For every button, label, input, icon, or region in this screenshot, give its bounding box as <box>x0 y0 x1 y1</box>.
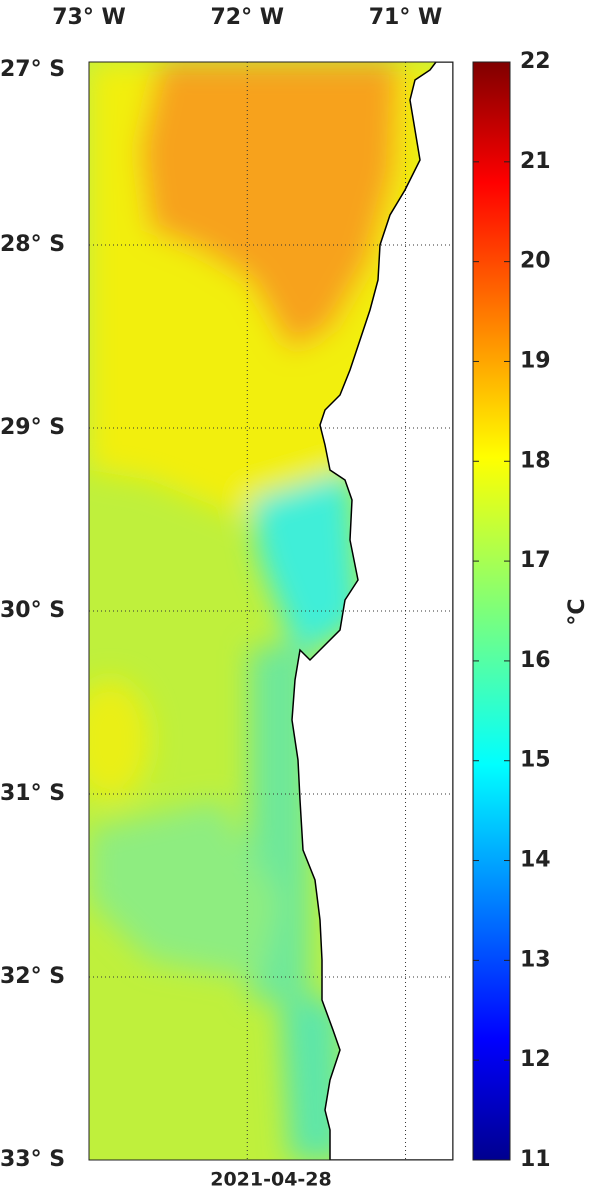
colorbar-tick-label: 19 <box>520 348 551 373</box>
colorbar-tick-label: 13 <box>520 947 551 972</box>
colorbar-tick-label: 20 <box>520 249 551 274</box>
colorbar-tick-label: 15 <box>520 748 551 773</box>
colorbar-tick-label: 17 <box>520 548 551 573</box>
colorbar-tick-label: 12 <box>520 1047 551 1072</box>
colorbar-tick-label: 21 <box>520 149 551 174</box>
lat-tick-label: 27° S <box>0 57 65 82</box>
lat-tick-label: 32° S <box>0 964 65 989</box>
lon-tick-label: 73° W <box>52 5 126 30</box>
date-label: 2021-04-28 <box>210 1169 332 1188</box>
lat-tick-label: 30° S <box>0 598 65 623</box>
colorbar-tick-label: 18 <box>520 448 551 473</box>
colorbar-tick-label: 11 <box>520 1147 551 1172</box>
colorbar-tick-label: 22 <box>520 49 551 74</box>
lon-tick-label: 71° W <box>369 5 443 30</box>
colorbar <box>472 61 511 1161</box>
lat-tick-label: 29° S <box>0 415 65 440</box>
sst-field <box>89 62 453 1160</box>
lon-tick-label: 72° W <box>210 5 284 30</box>
colorbar-tick-label: 14 <box>520 848 551 873</box>
lat-tick-label: 28° S <box>0 232 65 257</box>
land <box>291 62 453 1160</box>
colorbar-tick-label: 16 <box>520 648 551 673</box>
plot-frame <box>88 61 454 1161</box>
lat-tick-label: 31° S <box>0 781 65 806</box>
colorbar-label: °C <box>565 598 590 625</box>
lat-tick-label: 33° S <box>0 1147 65 1172</box>
